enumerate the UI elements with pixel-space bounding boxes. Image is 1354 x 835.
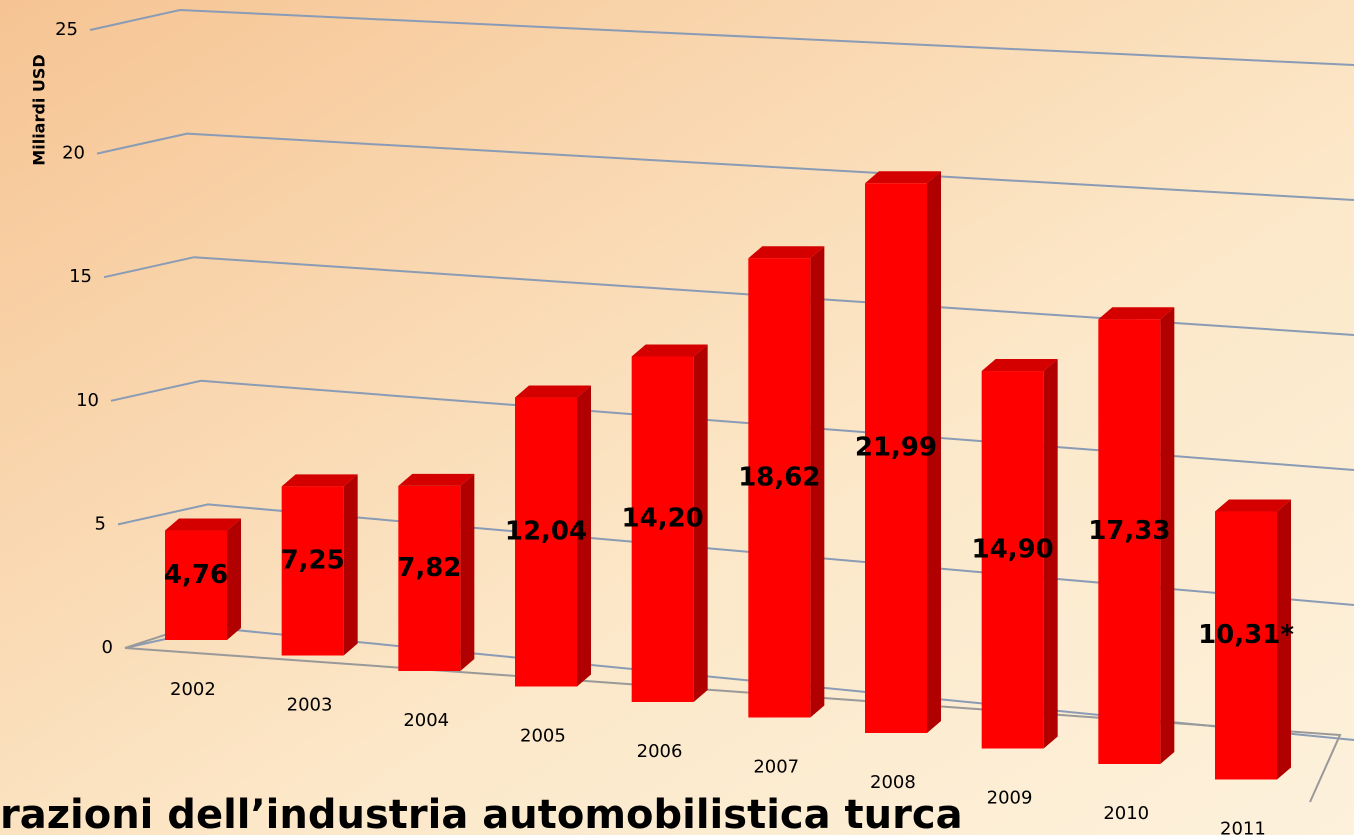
bar — [1098, 307, 1175, 764]
y-tick-label: 10 — [76, 390, 99, 411]
x-tick-label: 2006 — [637, 741, 683, 762]
bar — [398, 473, 475, 671]
value-label: 10,31* — [1198, 620, 1294, 650]
bar-side — [927, 171, 941, 733]
bar-side — [810, 246, 825, 718]
bar — [165, 518, 241, 640]
bar-side — [460, 473, 475, 671]
x-tick-label: 2002 — [170, 679, 216, 700]
bar — [515, 385, 591, 687]
value-label: 21,99 — [855, 433, 937, 463]
caption: razioni dell’industria automobilistica t… — [0, 792, 963, 835]
bar — [1215, 499, 1291, 780]
value-label: 7,25 — [281, 545, 345, 575]
value-label: 14,90 — [972, 534, 1054, 564]
bar-front — [165, 530, 227, 640]
bar-top — [398, 473, 475, 486]
bar-top — [1098, 307, 1175, 320]
bar — [865, 171, 941, 733]
x-tick-label: 2007 — [753, 757, 799, 778]
bar-top — [748, 246, 825, 259]
bar — [281, 474, 358, 656]
x-tick-label: 2003 — [287, 695, 333, 716]
x-tick-label: 2010 — [1103, 803, 1149, 824]
y-tick-label: 0 — [102, 637, 113, 658]
x-tick-label: 2008 — [870, 772, 916, 793]
bar-front — [281, 486, 344, 656]
bar-front — [748, 258, 811, 718]
x-tick-label: 2009 — [987, 788, 1033, 809]
bar-top — [515, 385, 591, 398]
y-tick-label: 15 — [69, 266, 92, 287]
x-tick-label: 2011 — [1220, 819, 1266, 835]
bar-side — [1160, 307, 1175, 764]
bar-top — [865, 171, 941, 184]
bars: 4,76 2002 7,25 2003 7,82 2004 12,04 2005 14,20 20… — [164, 171, 1294, 835]
bar-side — [1277, 499, 1291, 780]
bar — [631, 344, 708, 702]
value-label: 4,76 — [164, 560, 228, 590]
grid-line — [103, 256, 1354, 336]
y-axis-label: Miliardi USD — [30, 54, 49, 165]
bar-front — [981, 371, 1044, 749]
bar-side — [343, 474, 358, 656]
grid-line — [96, 132, 1354, 201]
value-label: 14,20 — [622, 504, 704, 534]
grid-line — [110, 379, 1354, 471]
bar — [981, 359, 1058, 749]
y-tick-label: 5 — [95, 513, 106, 534]
bar-front — [865, 183, 927, 733]
bar-top — [631, 344, 708, 357]
value-label: 18,62 — [738, 462, 820, 492]
bar-front — [631, 356, 694, 702]
bar-top — [1215, 499, 1291, 512]
value-label: 7,82 — [397, 553, 461, 583]
x-tick-label: 2004 — [403, 710, 449, 731]
bar-front — [398, 485, 461, 671]
y-tick-label: 25 — [55, 19, 78, 40]
bar-top — [981, 359, 1058, 372]
y-tick-label: 20 — [62, 143, 85, 164]
grid: 0 5 10 15 20 25 — [55, 8, 1354, 741]
bar-top — [281, 474, 358, 487]
bar-front — [515, 397, 577, 687]
grid-line — [89, 8, 1354, 66]
bar-side — [577, 385, 591, 687]
value-label: 12,04 — [505, 517, 587, 547]
value-label: 17,33 — [1088, 516, 1170, 546]
bar-top — [165, 518, 241, 531]
bar-front — [1215, 511, 1277, 780]
grid-line — [117, 503, 1354, 606]
bar-side — [227, 518, 241, 640]
x-tick-label: 2005 — [520, 726, 566, 747]
bar-front — [1098, 319, 1161, 764]
bar — [748, 246, 825, 718]
bar-side — [1043, 359, 1058, 749]
bar-side — [693, 344, 708, 702]
